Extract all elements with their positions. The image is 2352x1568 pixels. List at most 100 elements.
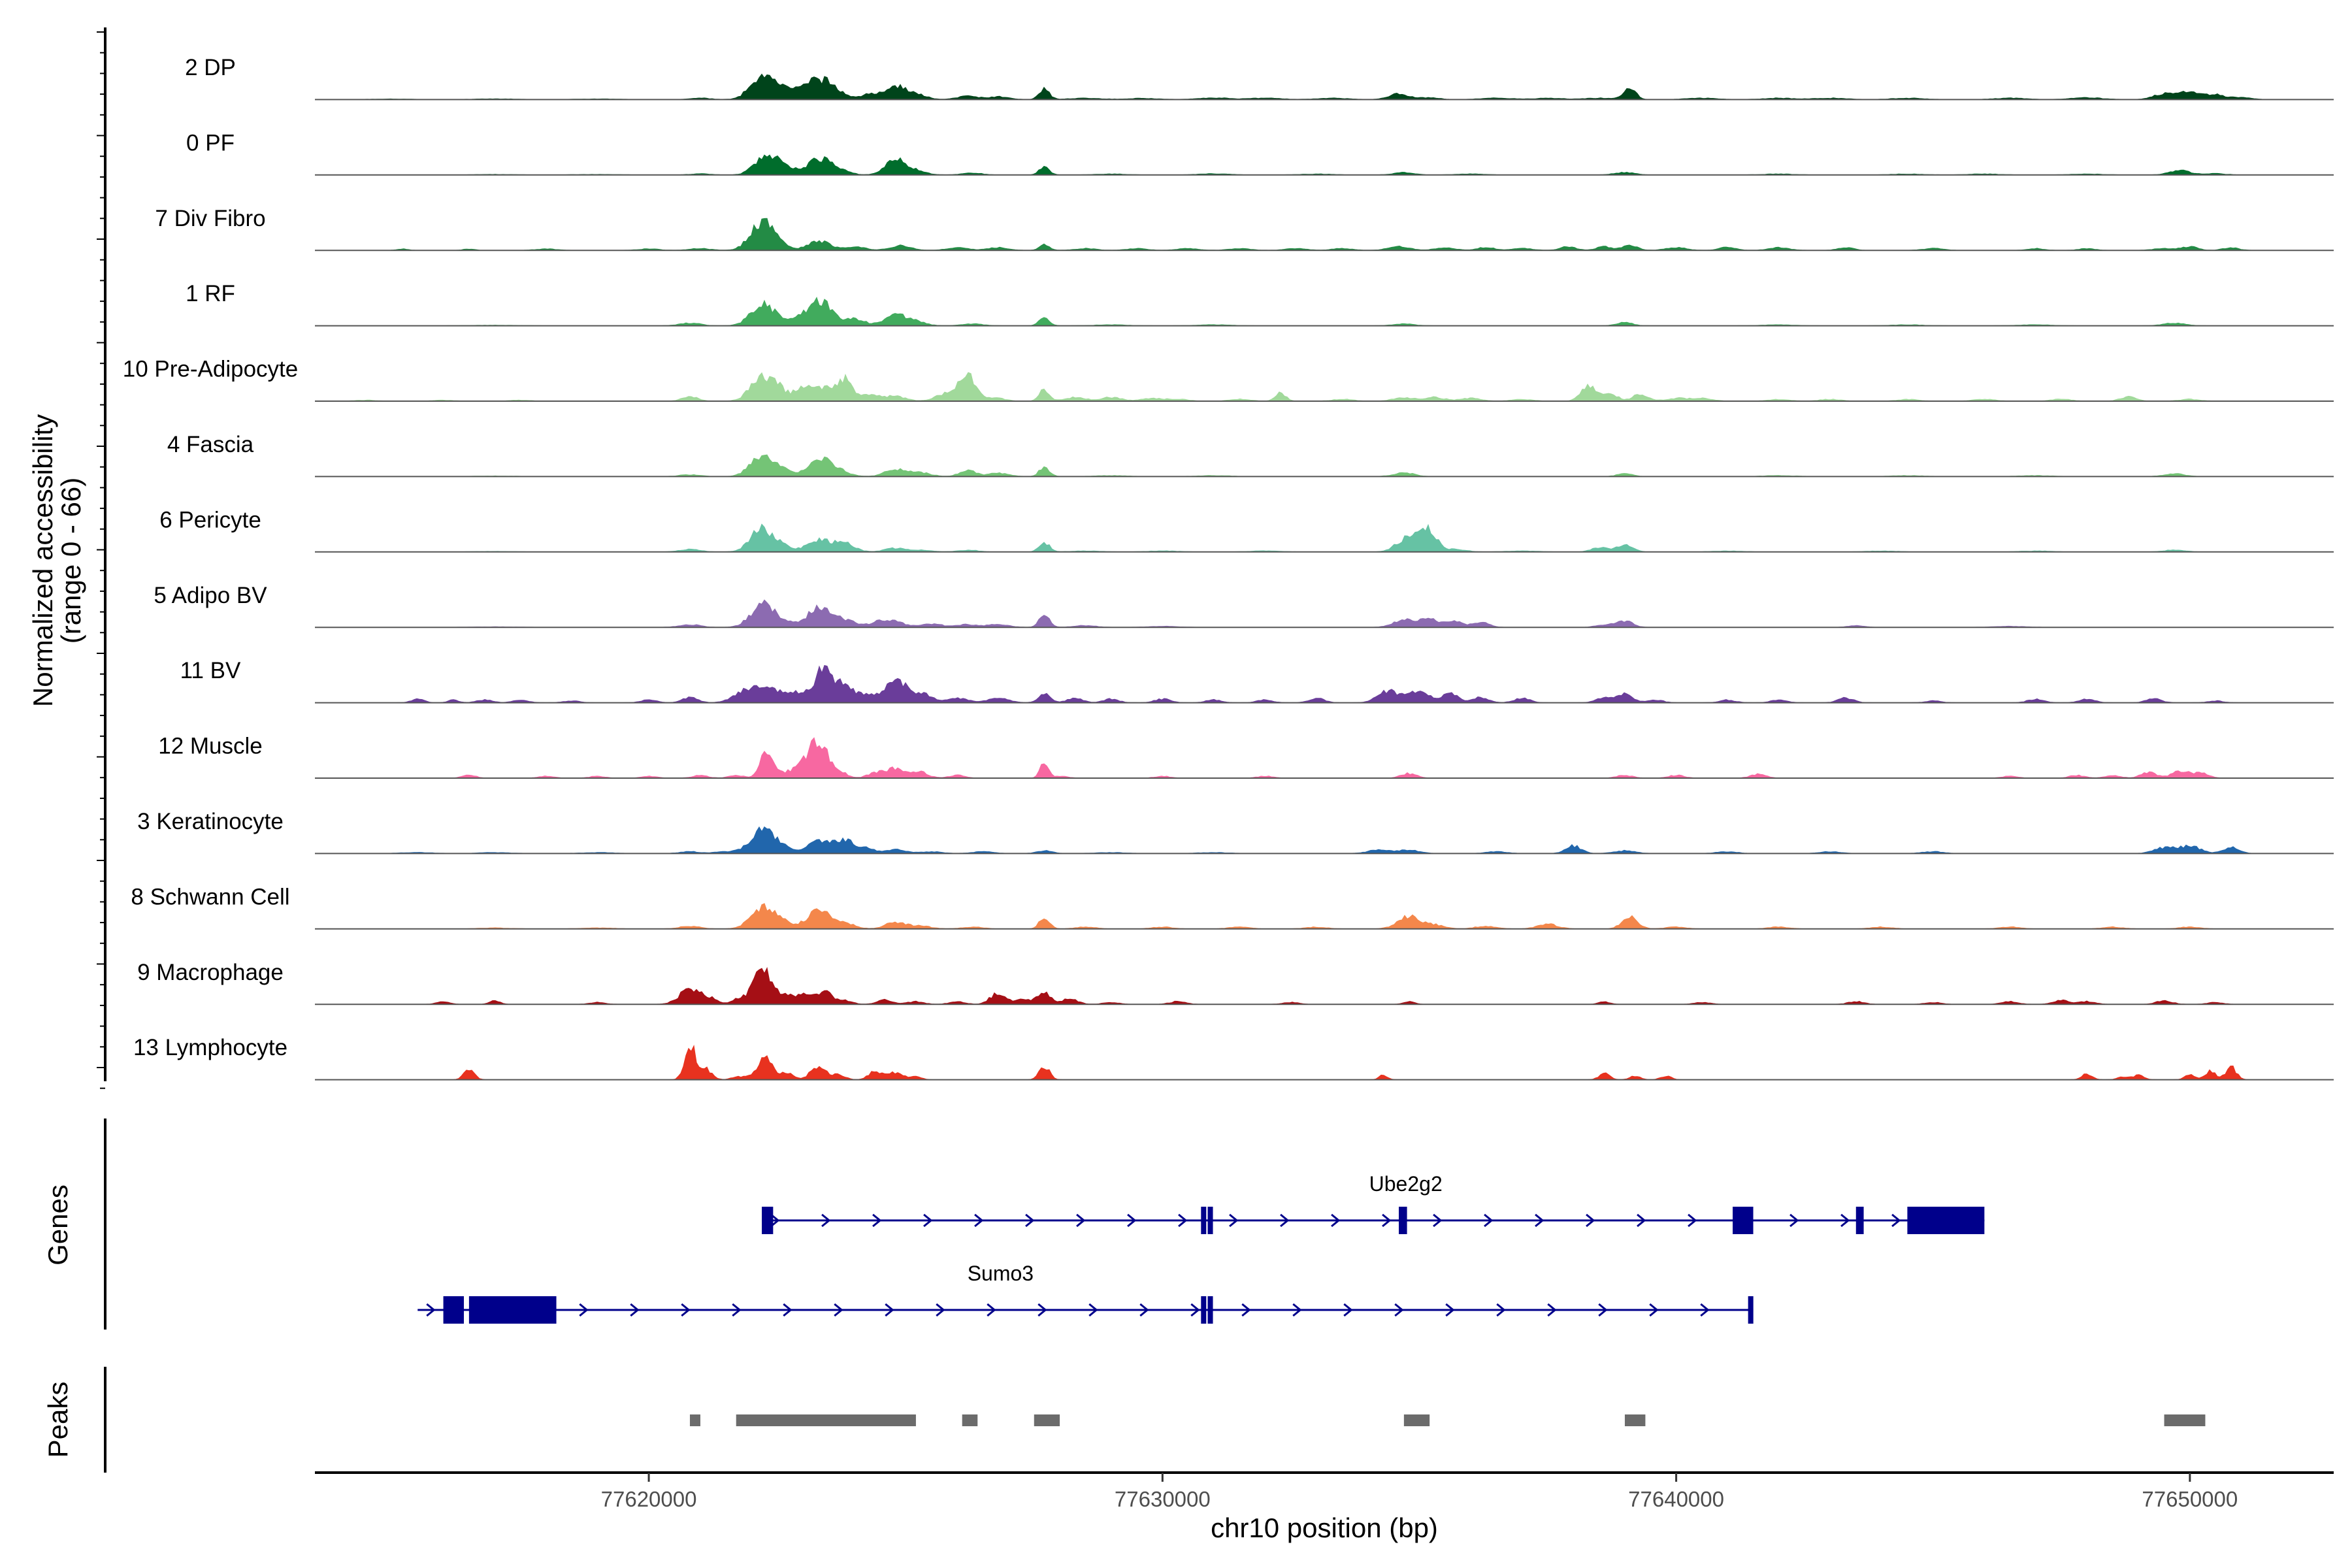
strand-chevron — [1891, 1213, 1901, 1228]
strand-chevron — [1088, 1303, 1098, 1317]
strand-chevron — [630, 1303, 640, 1317]
strand-chevron — [1394, 1303, 1404, 1317]
strand-chevron — [1789, 1213, 1799, 1228]
coverage-track: 9 Macrophage — [137, 960, 2334, 1005]
coverage-area — [315, 903, 2308, 930]
strand-chevron — [783, 1303, 792, 1317]
gene-exon — [1748, 1296, 1754, 1324]
track-label: 1 RF — [186, 281, 235, 306]
strand-chevron — [579, 1303, 589, 1317]
y-axis-title-line-1: Normalized accessibility — [27, 414, 58, 707]
peak-region — [1034, 1414, 1060, 1426]
peak-region — [736, 1414, 916, 1426]
strand-chevron — [770, 1213, 780, 1228]
strand-chevron — [1840, 1213, 1850, 1228]
coverage-track: 6 Pericyte — [159, 507, 2334, 553]
x-tick-label: 77650000 — [2142, 1487, 2238, 1511]
track-label: 11 BV — [180, 658, 241, 683]
strand-chevron — [1445, 1303, 1455, 1317]
coverage-track: 4 Fascia — [167, 432, 2334, 478]
strand-chevron — [1025, 1213, 1035, 1228]
peak-region — [689, 1414, 700, 1426]
track-label: 10 Pre-Adipocyte — [123, 357, 298, 382]
gene-models: Ube2g2 Sumo3 — [417, 1172, 1985, 1324]
coverage-track: 11 BV — [180, 658, 2334, 704]
coverage-track: 0 PF — [186, 130, 2334, 176]
coverage-area — [315, 967, 2308, 1005]
strand-chevron — [821, 1213, 831, 1228]
strand-chevron — [872, 1213, 882, 1228]
strand-chevron — [1037, 1303, 1047, 1317]
strand-chevron — [1433, 1213, 1443, 1228]
strand-chevron — [987, 1303, 996, 1317]
gene-label: Sumo3 — [968, 1262, 1034, 1285]
peak-region — [1403, 1414, 1430, 1426]
coverage-track: 8 Schwann Cell — [131, 884, 2334, 930]
coverage-y-ticks — [97, 31, 105, 1089]
strand-chevron — [1178, 1213, 1188, 1228]
gene-exon — [1201, 1207, 1207, 1234]
strand-chevron — [1649, 1303, 1659, 1317]
coverage-area — [315, 664, 2308, 704]
strand-chevron — [1292, 1303, 1302, 1317]
coverage-track: 2 DP — [185, 55, 2334, 101]
strand-chevron — [1484, 1213, 1494, 1228]
track-label: 9 Macrophage — [137, 960, 284, 985]
track-label: 8 Schwann Cell — [131, 884, 289, 909]
strand-chevron — [1343, 1303, 1353, 1317]
x-tick-label: 77630000 — [1115, 1487, 1211, 1511]
gene-label: Ube2g2 — [1369, 1172, 1443, 1196]
gene-exon — [468, 1296, 557, 1324]
coverage-area — [315, 372, 2308, 402]
gene-exon — [1907, 1207, 1985, 1234]
x-tick-label: 77640000 — [1628, 1487, 1724, 1511]
peaks-section-label: Peaks — [42, 1382, 73, 1458]
peak-region — [1624, 1414, 1646, 1426]
y-axis-title-line-2: (range 0 - 66) — [56, 478, 86, 644]
strand-chevron — [1331, 1213, 1341, 1228]
x-axis-ticks: 77620000 77630000 77640000 77650000 — [601, 1473, 2238, 1511]
strand-chevron — [426, 1303, 436, 1317]
track-label: 5 Adipo BV — [154, 583, 267, 608]
coverage-area — [315, 218, 2308, 251]
track-label: 2 DP — [185, 55, 236, 80]
gene-exon — [1399, 1207, 1407, 1234]
gene-exon — [1201, 1296, 1207, 1324]
coverage-area — [315, 454, 2308, 477]
strand-chevron — [936, 1303, 945, 1317]
coverage-area — [315, 599, 2308, 628]
strand-chevron — [681, 1303, 691, 1317]
track-label: 0 PF — [186, 130, 235, 155]
gene-model: Sumo3 — [417, 1262, 1754, 1324]
coverage-area — [315, 73, 2308, 100]
coverage-track: 13 Lymphocyte — [133, 1035, 2334, 1081]
strand-chevron — [834, 1303, 843, 1317]
peak-region — [2164, 1414, 2206, 1426]
track-label: 12 Muscle — [158, 734, 263, 759]
strand-chevron — [1586, 1213, 1595, 1228]
strand-chevron — [1190, 1303, 1200, 1317]
coverage-track: 12 Muscle — [158, 734, 2334, 779]
gene-model: Ube2g2 — [762, 1172, 1985, 1234]
x-tick-label: 77620000 — [601, 1487, 697, 1511]
coverage-area — [315, 826, 2308, 854]
coverage-area — [315, 154, 2308, 176]
strand-chevron — [732, 1303, 742, 1317]
strand-chevron — [1496, 1303, 1506, 1317]
strand-chevron — [923, 1213, 933, 1228]
strand-chevron — [1637, 1213, 1646, 1228]
coverage-area — [315, 297, 2308, 327]
x-axis-title: chr10 position (bp) — [1211, 1512, 1438, 1543]
coverage-track: 5 Adipo BV — [154, 583, 2334, 629]
peak-region — [962, 1414, 978, 1426]
strand-chevron — [1382, 1213, 1392, 1228]
coverage-area — [315, 737, 2308, 779]
genes-section-label: Genes — [42, 1184, 73, 1266]
coverage-track: 3 Keratinocyte — [137, 809, 2334, 855]
gene-exon — [1855, 1207, 1864, 1234]
track-label: 3 Keratinocyte — [137, 809, 284, 834]
strand-chevron — [1241, 1303, 1251, 1317]
coverage-area — [315, 523, 2308, 553]
strand-chevron — [1688, 1213, 1697, 1228]
